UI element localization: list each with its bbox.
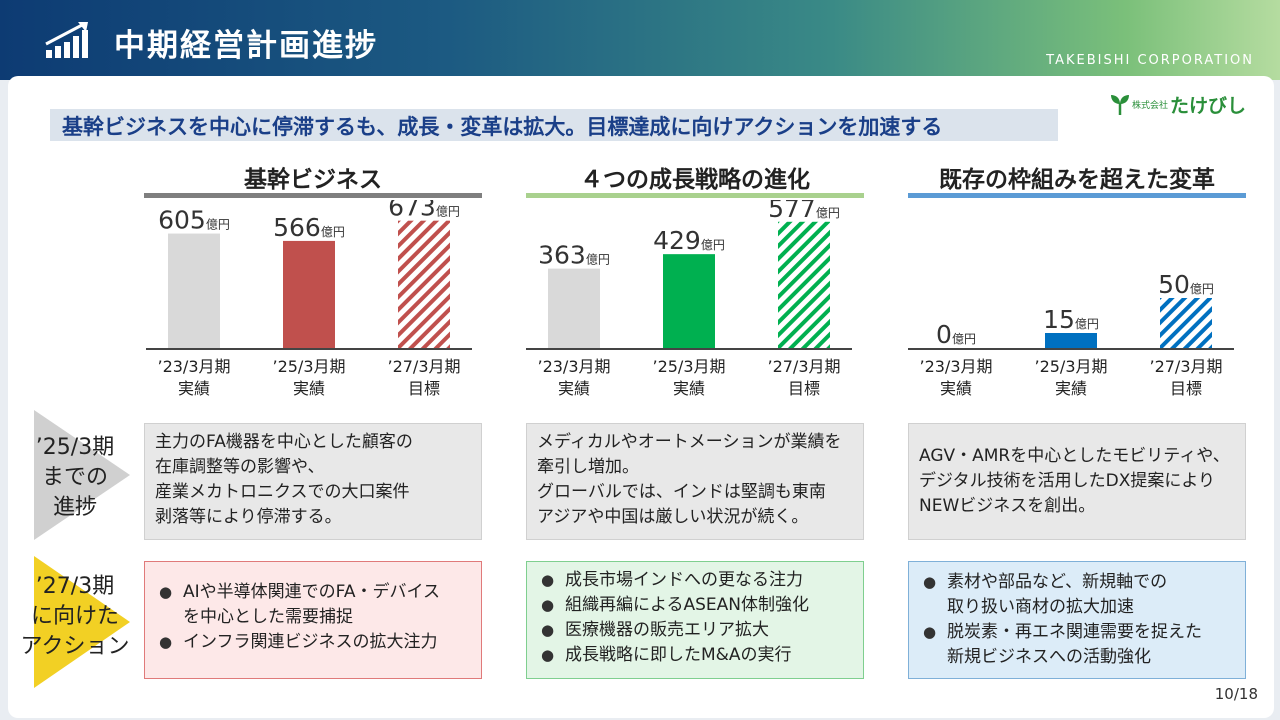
category-label-1: 実績 bbox=[1055, 379, 1087, 398]
core-progress-box: 主力のFA機器を中心とした顧客の 在庫調整等の影響や、 産業メカトロニクスでの大… bbox=[144, 423, 482, 540]
category-label-0: ’23/3月期 bbox=[157, 357, 230, 376]
category-label-0: 実績 bbox=[940, 379, 972, 398]
value-label-2: 577億円 bbox=[768, 200, 840, 223]
progress-arrow bbox=[34, 410, 130, 540]
value-label-2: 673億円 bbox=[388, 200, 460, 222]
growth-progress-box: メディカルやオートメーションが業績を 牽引し増加。 グローバルでは、インドは堅調… bbox=[526, 423, 864, 540]
category-label-0: ’23/3月期 bbox=[537, 357, 610, 376]
bar-2 bbox=[778, 221, 830, 348]
list-item: 成長市場インドへの更なる注力 bbox=[537, 568, 853, 593]
value-label-0: 605億円 bbox=[158, 206, 230, 235]
core-business-title: 基幹ビジネス bbox=[244, 167, 382, 193]
value-label-1: 429億円 bbox=[653, 226, 725, 255]
category-label-2: ’27/3月期 bbox=[387, 357, 460, 376]
category-label-2: 目標 bbox=[408, 379, 440, 398]
growth-strategy-title: ４つの成長戦略の進化 bbox=[580, 167, 810, 193]
growth-action-box: 成長市場インドへの更なる注力 組織再編によるASEAN体制強化 医療機器の販売エ… bbox=[526, 561, 864, 679]
bar-2 bbox=[398, 220, 450, 348]
sprout-icon bbox=[1111, 95, 1129, 115]
transformation-progress-box: AGV・AMRを中心としたモビリティや、 デジタル技術を活用したDX提案により … bbox=[908, 423, 1246, 540]
bar-2 bbox=[1160, 298, 1212, 348]
headline-highlight bbox=[50, 109, 1058, 141]
brand-logo: 株式会社 たけびし bbox=[1110, 92, 1247, 117]
bar-1 bbox=[283, 240, 335, 348]
bar-0 bbox=[168, 233, 220, 348]
list-item: 組織再編によるASEAN体制強化 bbox=[537, 593, 853, 618]
category-label-1: 実績 bbox=[673, 379, 705, 398]
value-label-1: 566億円 bbox=[273, 213, 345, 242]
category-label-0: 実績 bbox=[178, 379, 210, 398]
page-number: 10/18 bbox=[1214, 685, 1258, 703]
category-label-2: ’27/3月期 bbox=[1149, 357, 1222, 376]
transformation-rule bbox=[908, 193, 1246, 198]
value-label-1: 15億円 bbox=[1043, 305, 1099, 334]
value-label-0: 363億円 bbox=[538, 241, 610, 270]
growth-chart-icon bbox=[45, 22, 88, 58]
list-item: 成長戦略に即したM&Aの実行 bbox=[537, 643, 853, 668]
action-row-label: ’27/3期 に向けた アクション bbox=[20, 574, 130, 659]
category-label-2: 目標 bbox=[1170, 379, 1202, 398]
action-arrow bbox=[34, 556, 130, 688]
value-label-0: 0億円 bbox=[936, 320, 976, 349]
growth-strategy-chart: 363億円’23/3月期実績429億円’25/3月期実績577億円’27/3月期… bbox=[526, 200, 852, 398]
bar-1 bbox=[1045, 333, 1097, 348]
category-label-0: ’23/3月期 bbox=[919, 357, 992, 376]
brand-prefix: 株式会社 bbox=[1132, 100, 1169, 111]
category-label-1: ’25/3月期 bbox=[652, 357, 725, 376]
corporation-name: TAKEBISHI CORPORATION bbox=[1046, 53, 1254, 68]
list-item: 医療機器の販売エリア拡大 bbox=[537, 618, 853, 643]
header-banner: 中期経営計画進捗 TAKEBISHI CORPORATION bbox=[0, 0, 1280, 80]
category-label-1: ’25/3月期 bbox=[1034, 357, 1107, 376]
category-label-2: 目標 bbox=[788, 379, 820, 398]
headline: 基幹ビジネスを中心に停滞するも、成長・変革は拡大。目標達成に向けアクションを加速… bbox=[62, 115, 943, 139]
growth-strategy-rule bbox=[526, 193, 864, 198]
transformation-title: 既存の枠組みを超えた変革 bbox=[939, 167, 1215, 193]
core-business-chart: 605億円’23/3月期実績566億円’25/3月期実績673億円’27/3月期… bbox=[146, 200, 472, 398]
progress-row-label: ’25/3期 までの 進捗 bbox=[35, 435, 115, 520]
category-label-1: ’25/3月期 bbox=[272, 357, 345, 376]
value-label-2: 50億円 bbox=[1158, 270, 1214, 299]
category-label-0: 実績 bbox=[558, 379, 590, 398]
category-label-2: ’27/3月期 bbox=[767, 357, 840, 376]
bar-0 bbox=[548, 268, 600, 348]
category-label-1: 実績 bbox=[293, 379, 325, 398]
list-item: インフラ関連ビジネスの拡大注力 bbox=[155, 630, 471, 655]
brand-name: たけびし bbox=[1170, 94, 1247, 117]
bar-1 bbox=[663, 254, 715, 348]
core-business-rule bbox=[144, 193, 482, 198]
page-title: 中期経営計画進捗 bbox=[114, 28, 378, 64]
